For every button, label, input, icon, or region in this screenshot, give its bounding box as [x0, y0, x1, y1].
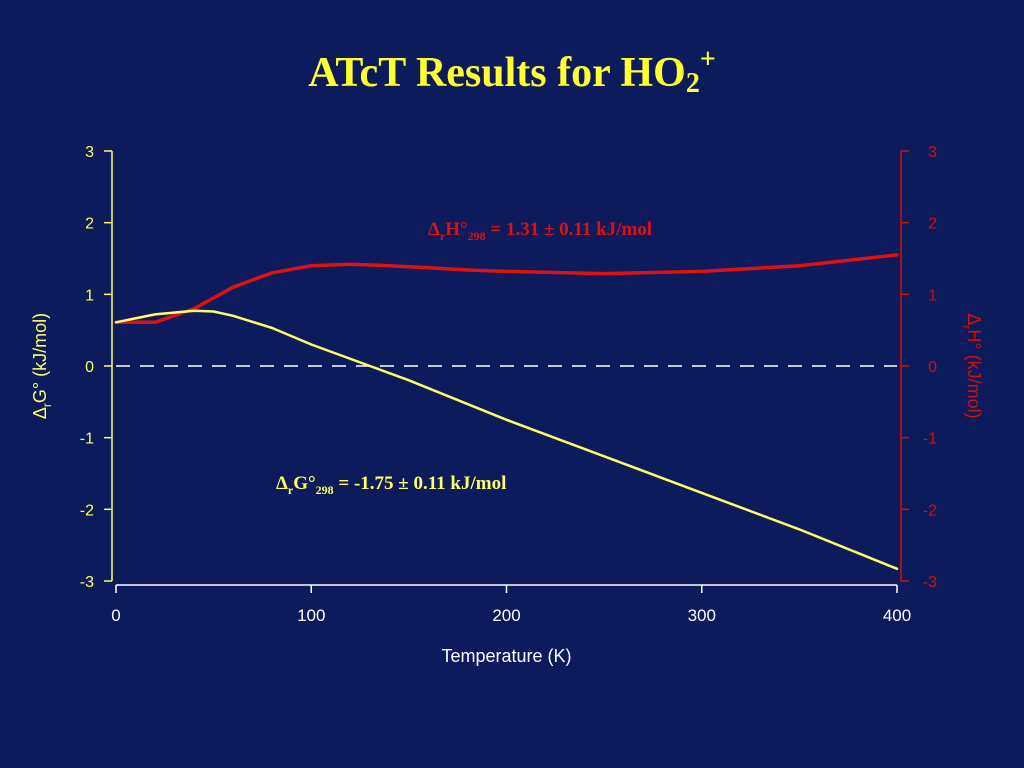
right-tick-label: -3 [923, 574, 937, 591]
ann-g-value: = -1.75 ± 0.11 kJ/mol [334, 473, 507, 494]
right-y-ticks: -3 -2 -1 0 1 2 3 [901, 144, 937, 591]
x-ticks: 0 100 200 300 400 [111, 585, 911, 625]
gibbs-annotation: ΔrG°298 = -1.75 ± 0.11 kJ/mol [276, 473, 506, 497]
right-tick-label: 0 [928, 359, 937, 376]
left-tick-label: -1 [80, 431, 94, 448]
ann-g-sub2: 298 [316, 483, 334, 497]
ann-g-delta: Δ [276, 473, 288, 494]
left-tick-label: 1 [85, 287, 94, 304]
ann-h-value: = 1.31 ± 0.11 kJ/mol [486, 219, 652, 240]
right-tick-label: -2 [923, 502, 937, 519]
ann-h-delta: Δ [428, 219, 440, 240]
left-tick-label: 3 [85, 144, 94, 161]
x-axis-label: Temperature (K) [441, 646, 571, 666]
right-y-axis-label: ΔrH° (kJ/mol) [960, 313, 984, 418]
gibbs-series-line [114, 309, 899, 571]
title-superscript: + [699, 44, 716, 75]
right-label-rest: H° (kJ/mol) [964, 329, 984, 418]
left-label-delta: Δ [30, 407, 50, 419]
left-tick-label: 0 [85, 359, 94, 376]
x-tick-label: 400 [883, 606, 911, 625]
right-tick-label: -1 [923, 431, 937, 448]
right-label-delta: Δ [964, 313, 984, 325]
right-label-sub: r [960, 325, 974, 329]
ann-g-main: G° [293, 473, 315, 494]
series-group [114, 253, 899, 571]
ann-h-sub2: 298 [468, 229, 486, 243]
x-tick-label: 0 [111, 606, 120, 625]
enthalpy-annotation: ΔrH°298 = 1.31 ± 0.11 kJ/mol [428, 219, 652, 243]
enthalpy-series-line [114, 253, 899, 325]
right-tick-label: 1 [928, 287, 937, 304]
right-tick-label: 2 [928, 216, 937, 233]
slide-title: ATcT Results for HO2+ [0, 34, 1024, 110]
left-tick-label: -2 [80, 502, 94, 519]
ann-g-sub1: r [288, 483, 294, 497]
right-tick-label: 3 [928, 144, 937, 161]
axes-group: -3 -2 -1 0 1 2 3 -3 -2 -1 0 1 2 3 0 100 200 300 400 [80, 144, 937, 625]
title-text: ATcT Results for HO [308, 50, 686, 96]
x-tick-label: 100 [297, 606, 325, 625]
left-label-rest: G° (kJ/mol) [30, 313, 50, 403]
left-y-axis-label: ΔrG° (kJ/mol) [30, 313, 54, 419]
left-label-sub: r [40, 403, 54, 407]
left-tick-label: 2 [85, 216, 94, 233]
ann-h-sub1: r [440, 229, 446, 243]
left-y-ticks: -3 -2 -1 0 1 2 3 [80, 144, 112, 591]
title-subscript: 2 [685, 68, 700, 99]
x-tick-label: 300 [688, 606, 716, 625]
ann-h-main: H° [445, 219, 467, 240]
left-tick-label: -3 [80, 574, 94, 591]
x-tick-label: 200 [492, 606, 520, 625]
